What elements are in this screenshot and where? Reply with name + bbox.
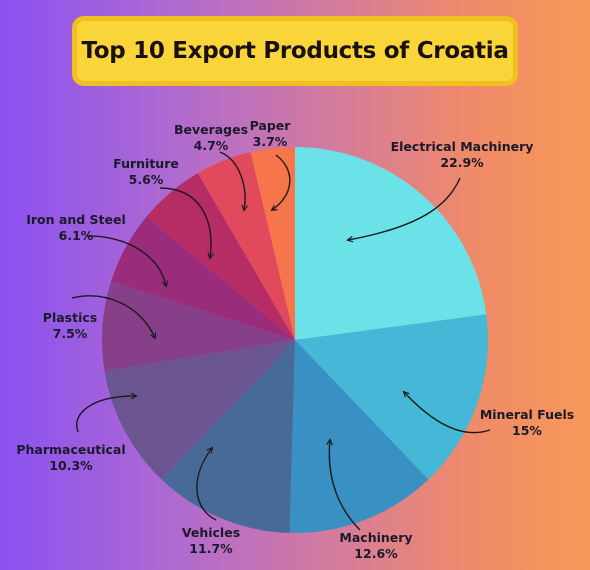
- label-mineral-fuels: Mineral Fuels 15%: [480, 407, 574, 439]
- category-label: Iron and Steel: [26, 212, 126, 227]
- value-label: 3.7%: [252, 134, 288, 149]
- category-label: Pharmaceutical: [16, 442, 126, 457]
- category-label: Vehicles: [181, 525, 241, 540]
- value-label: 15%: [512, 423, 542, 438]
- label-beverages: Beverages 4.7%: [174, 122, 248, 154]
- pie-slice-mineral-fuels: [295, 314, 489, 480]
- arrow-vehicles: [196, 448, 217, 521]
- value-label: 12.6%: [354, 546, 398, 561]
- arrow-furniture: [159, 187, 211, 258]
- pie-slice-pharmaceutical: [104, 340, 296, 480]
- arrow-mineral-fuels: [404, 392, 491, 434]
- arrow-beverages: [219, 151, 245, 210]
- pie-slice-furniture: [146, 173, 295, 340]
- value-label: 5.6%: [128, 172, 164, 187]
- arrow-paper: [272, 154, 291, 210]
- category-label: Machinery: [339, 530, 413, 545]
- category-label: Electrical Machinery: [390, 139, 534, 154]
- arrow-pharmaceutical: [76, 396, 136, 433]
- value-label: 22.9%: [440, 155, 484, 170]
- pie-slice-electrical-machinery: [295, 147, 487, 340]
- value-label: 4.7%: [193, 138, 229, 153]
- value-label: 7.5%: [52, 326, 88, 341]
- chart-title-box: Top 10 Export Products of Croatia: [72, 16, 518, 86]
- arrow-iron-and-steel: [85, 235, 166, 286]
- pie-slice-plastics: [102, 281, 295, 372]
- category-label: Beverages: [173, 122, 249, 137]
- label-plastics: Plastics 7.5%: [43, 310, 97, 342]
- value-label: 6.1%: [58, 228, 94, 243]
- label-iron-and-steel: Iron and Steel 6.1%: [26, 212, 126, 244]
- category-label: Paper: [249, 118, 291, 133]
- pie-slice-beverages: [197, 152, 295, 340]
- label-pharmaceutical: Pharmaceutical 10.3%: [16, 442, 125, 474]
- label-furniture: Furniture 5.6%: [113, 156, 179, 188]
- label-machinery: Machinery 12.6%: [339, 530, 412, 562]
- category-label: Mineral Fuels: [479, 407, 575, 422]
- label-electrical-machinery: Electrical Machinery 22.9%: [391, 139, 534, 171]
- pie-slice-iron-and-steel: [111, 216, 296, 340]
- pie-slice-paper: [250, 147, 295, 340]
- arrow-plastics: [71, 295, 155, 338]
- arrow-electrical-machinery: [348, 177, 461, 240]
- chart-title: Top 10 Export Products of Croatia: [81, 38, 509, 64]
- pie-slice-machinery: [289, 340, 429, 533]
- pie-slice-vehicles: [161, 340, 295, 533]
- category-label: Furniture: [113, 156, 179, 171]
- label-vehicles: Vehicles 11.7%: [182, 525, 240, 557]
- value-label: 11.7%: [189, 541, 233, 556]
- category-label: Plastics: [42, 310, 98, 325]
- value-label: 10.3%: [49, 458, 93, 473]
- arrow-machinery: [329, 440, 361, 531]
- label-paper: Paper 3.7%: [250, 118, 291, 150]
